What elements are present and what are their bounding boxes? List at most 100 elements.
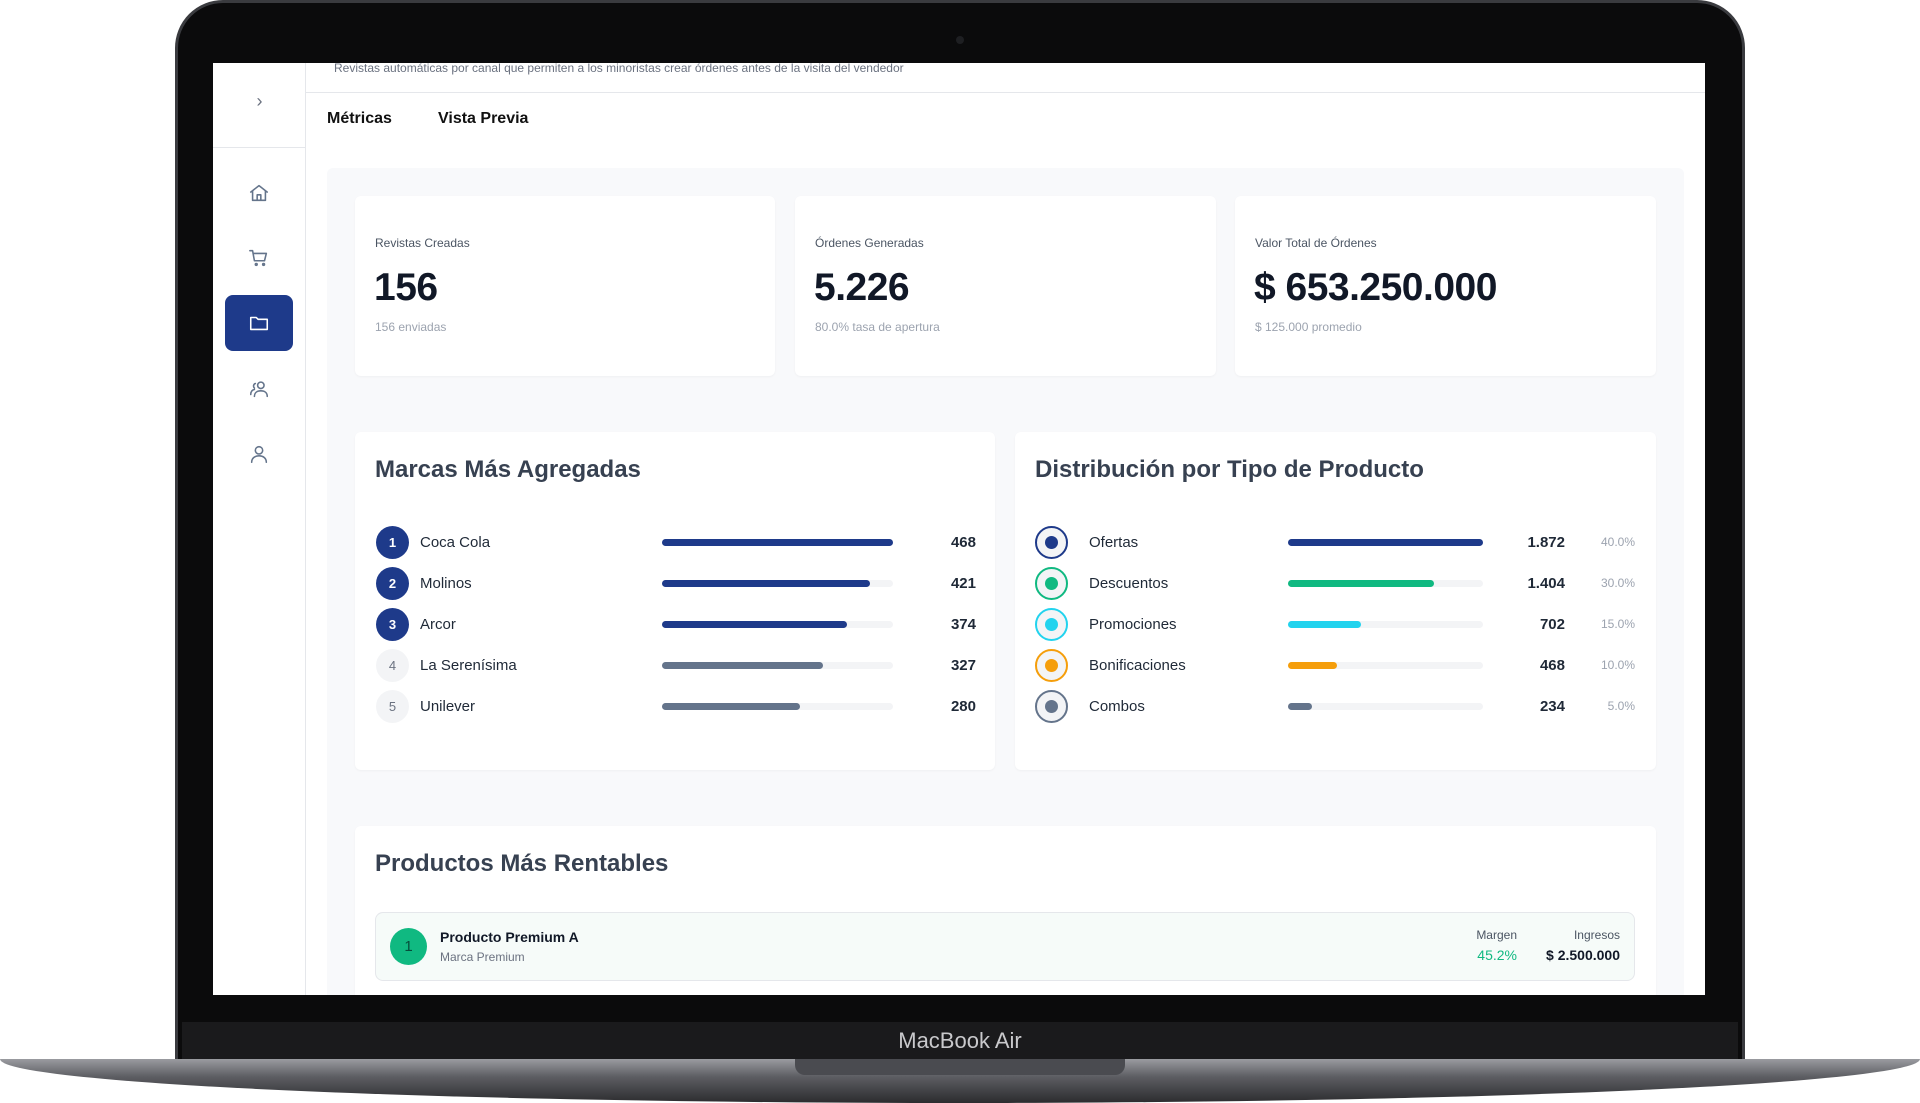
type-percent: 10.0% xyxy=(1600,658,1635,672)
type-bar-fill xyxy=(1288,580,1435,587)
brand-bar-track xyxy=(662,580,893,587)
type-count: 702 xyxy=(1539,616,1565,633)
product-row[interactable]: 1 Producto Premium A Marca Premium Marge… xyxy=(375,912,1635,981)
brand-bar-track xyxy=(662,539,893,546)
type-row: Combos 234 5.0% xyxy=(1015,690,1656,724)
kpi-label: Órdenes Generadas xyxy=(815,236,924,250)
type-name: Bonificaciones xyxy=(1089,657,1186,674)
type-name: Combos xyxy=(1089,698,1145,715)
users-icon xyxy=(249,381,269,398)
brand-row: 1 Coca Cola 468 xyxy=(355,526,995,560)
kpi-subtext: $ 125.000 promedio xyxy=(1255,320,1362,334)
brand-name: Arcor xyxy=(420,616,456,633)
type-percent: 40.0% xyxy=(1600,535,1635,549)
type-bar-fill xyxy=(1288,539,1483,546)
type-dot-icon xyxy=(1035,608,1068,641)
type-dot-icon xyxy=(1035,649,1068,682)
sidebar-item-folder[interactable] xyxy=(225,295,293,351)
sidebar-item-home[interactable] xyxy=(225,165,293,221)
brand-name: La Serenísima xyxy=(420,657,517,674)
tab-vista-previa[interactable]: Vista Previa xyxy=(438,110,529,127)
type-bar-fill xyxy=(1288,621,1362,628)
sidebar-item-profile[interactable] xyxy=(225,426,293,482)
kpi-value: 156 xyxy=(374,266,438,309)
brand-row: 5 Unilever 280 xyxy=(355,690,995,724)
user-icon xyxy=(250,445,268,464)
kpi-subtext: 156 enviadas xyxy=(375,320,447,334)
type-count: 234 xyxy=(1539,698,1565,715)
type-count: 1.872 xyxy=(1527,534,1565,551)
brand-count: 468 xyxy=(950,534,976,551)
camera xyxy=(956,36,964,44)
brand-bar-fill xyxy=(662,539,893,546)
brand-row: 4 La Serenísima 327 xyxy=(355,649,995,683)
sidebar-item-users[interactable] xyxy=(225,361,293,417)
brand-bar-track xyxy=(662,621,893,628)
product-rank: 1 xyxy=(390,928,427,965)
product-brand: Marca Premium xyxy=(440,950,525,964)
kpi-label: Revistas Creadas xyxy=(375,236,470,250)
type-row: Promociones 702 15.0% xyxy=(1015,608,1656,642)
tab-metricas[interactable]: Métricas xyxy=(327,110,392,127)
kpi-card-valor-total: Valor Total de Órdenes $ 653.250.000 $ 1… xyxy=(1235,196,1656,376)
panel-title: Distribución por Tipo de Producto xyxy=(1035,456,1424,483)
type-bar-track xyxy=(1288,539,1483,546)
type-bar-fill xyxy=(1288,703,1313,710)
top-products-panel: Productos Más Rentables 1 Producto Premi… xyxy=(355,826,1656,995)
brand-count: 327 xyxy=(950,657,976,674)
type-row: Ofertas 1.872 40.0% xyxy=(1015,526,1656,560)
type-name: Promociones xyxy=(1089,616,1177,633)
kpi-value: 5.226 xyxy=(814,266,910,309)
brand-count: 374 xyxy=(950,616,976,633)
product-revenue: $ 2.500.000 xyxy=(1546,947,1620,963)
type-row: Bonificaciones 468 10.0% xyxy=(1015,649,1656,683)
type-name: Ofertas xyxy=(1089,534,1139,551)
rank-badge: 2 xyxy=(376,567,409,600)
brand-bar-track xyxy=(662,703,893,710)
type-count: 468 xyxy=(1539,657,1565,674)
kpi-card-revistas: Revistas Creadas 156 156 enviadas xyxy=(355,196,775,376)
type-bar-fill xyxy=(1288,662,1337,669)
laptop-chin xyxy=(182,1022,1738,1062)
brand-row: 2 Molinos 421 xyxy=(355,567,995,601)
rank-badge: 4 xyxy=(376,649,409,682)
brand-bar-fill xyxy=(662,580,870,587)
type-dot-icon xyxy=(1035,567,1068,600)
type-count: 1.404 xyxy=(1527,575,1565,592)
cart-icon xyxy=(249,249,268,267)
device-label: MacBook Air xyxy=(898,1028,1022,1053)
folder-icon xyxy=(249,316,269,331)
kpi-label: Valor Total de Órdenes xyxy=(1255,236,1377,250)
top-brands-panel: Marcas Más Agregadas 1 Coca Cola 468 2 Mo… xyxy=(355,432,995,770)
type-row: Descuentos 1.404 30.0% xyxy=(1015,567,1656,601)
brand-bar-track xyxy=(662,662,893,669)
type-percent: 5.0% xyxy=(1607,699,1635,713)
brand-name: Molinos xyxy=(420,575,472,592)
type-dot-icon xyxy=(1035,690,1068,723)
header-divider xyxy=(306,92,1705,93)
panel-title: Productos Más Rentables xyxy=(375,850,669,877)
brand-bar-fill xyxy=(662,703,801,710)
rank-badge: 3 xyxy=(376,608,409,641)
expand-sidebar-chevron-icon[interactable]: › xyxy=(256,91,263,111)
kpi-value: $ 653.250.000 xyxy=(1254,266,1497,309)
brand-name: Unilever xyxy=(420,698,476,715)
type-dot-icon xyxy=(1035,526,1068,559)
home-icon xyxy=(249,184,269,202)
brand-count: 421 xyxy=(950,575,976,592)
sidebar-item-cart[interactable] xyxy=(225,230,293,286)
brand-bar-fill xyxy=(662,662,824,669)
rank-badge: 5 xyxy=(376,690,409,723)
type-bar-track xyxy=(1288,662,1483,669)
product-margin: 45.2% xyxy=(1477,947,1517,963)
type-bar-track xyxy=(1288,703,1483,710)
revenue-label: Ingresos xyxy=(1573,928,1620,942)
kpi-card-ordenes: Órdenes Generadas 5.226 80.0% tasa de ap… xyxy=(795,196,1216,376)
laptop-notch xyxy=(795,1059,1125,1075)
brand-count: 280 xyxy=(950,698,976,715)
brand-row: 3 Arcor 374 xyxy=(355,608,995,642)
type-bar-track xyxy=(1288,580,1483,587)
type-percent: 15.0% xyxy=(1600,617,1635,631)
screen: › Revistas automáticas por canal que per… xyxy=(213,63,1705,995)
margin-label: Margen xyxy=(1476,928,1517,942)
